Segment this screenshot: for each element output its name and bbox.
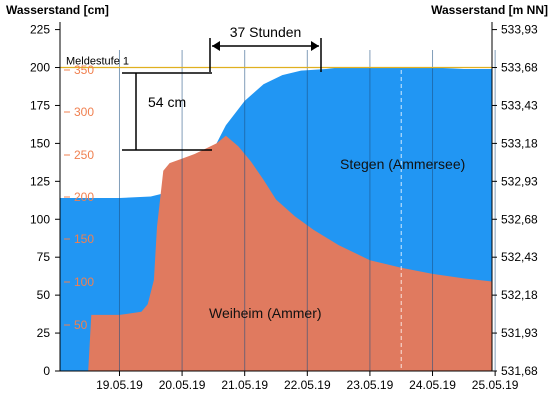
series-area-1: [60, 135, 492, 371]
inner-tick-label: 350: [74, 63, 94, 77]
y-tick-label-right: 532,18: [501, 288, 538, 302]
y-tick-label-right: 533,68: [501, 61, 538, 75]
x-tick-label: 23.05.19: [347, 378, 394, 392]
x-tick-label: 20.05.19: [159, 378, 206, 392]
y-axis-title-left: Wasserstand [cm]: [6, 3, 109, 17]
y-tick-label-left: 200: [30, 61, 50, 75]
y-tick-label-right: 531,68: [501, 364, 538, 378]
x-tick-label: 25.05.19: [472, 378, 519, 392]
inner-tick-label: 150: [74, 232, 94, 246]
inner-tick-label: 50: [74, 318, 88, 332]
y-tick-label-left: 150: [30, 136, 50, 150]
duration-label: 37 Stunden: [230, 24, 302, 40]
y-tick-label-left: 225: [30, 23, 50, 37]
rise-label: 54 cm: [148, 94, 186, 110]
y-tick-label-right: 531,93: [501, 326, 538, 340]
y-tick-label-left: 100: [30, 212, 50, 226]
x-tick-label: 21.05.19: [221, 378, 268, 392]
y-tick-label-left: 25: [37, 326, 51, 340]
y-tick-label-left: 175: [30, 98, 50, 112]
inner-tick-label: 300: [74, 105, 94, 119]
threshold-line: Meldestufe 1: [60, 56, 492, 69]
x-tick-label: 19.05.19: [96, 378, 143, 392]
duration-arrow-right: [311, 41, 319, 51]
y-tick-label-left: 125: [30, 174, 50, 188]
y-tick-label-left: 0: [43, 364, 50, 378]
annotations: 37 Stunden 54 cm: [122, 24, 322, 151]
series-label-weiheim: Weiheim (Ammer): [209, 305, 322, 321]
y-tick-label-right: 533,93: [501, 23, 538, 37]
y-tick-label-left: 50: [37, 288, 51, 302]
y-tick-label-left: 75: [37, 250, 51, 264]
inner-tick-label: 250: [74, 148, 94, 162]
y-tick-label-right: 532,93: [501, 174, 538, 188]
duration-arrow-left: [212, 41, 220, 51]
y-tick-label-right: 533,43: [501, 98, 538, 112]
series-areas: [60, 67, 492, 371]
axes: 0 531,68 25 531,93 50 532,18 75 532,43 100 532,68…: [30, 22, 538, 392]
y-tick-label-right: 532,68: [501, 212, 538, 226]
y-tick-label-right: 532,43: [501, 250, 538, 264]
y-axis-title-right: Wasserstand [m NN]: [431, 3, 548, 17]
inner-tick-label: 100: [74, 275, 94, 289]
x-tick-label: 22.05.19: [284, 378, 331, 392]
y-tick-label-right: 533,18: [501, 136, 538, 150]
series-label-stegen: Stegen (Ammersee): [340, 156, 465, 172]
threshold-label: Meldestufe 1: [66, 56, 129, 68]
chart-labels: Wasserstand [cm] Wasserstand [m NN] Stegen…: [6, 3, 548, 321]
inner-tick-label: 200: [74, 190, 94, 204]
grid-lines: [118, 50, 496, 371]
x-tick-label: 24.05.19: [409, 378, 456, 392]
